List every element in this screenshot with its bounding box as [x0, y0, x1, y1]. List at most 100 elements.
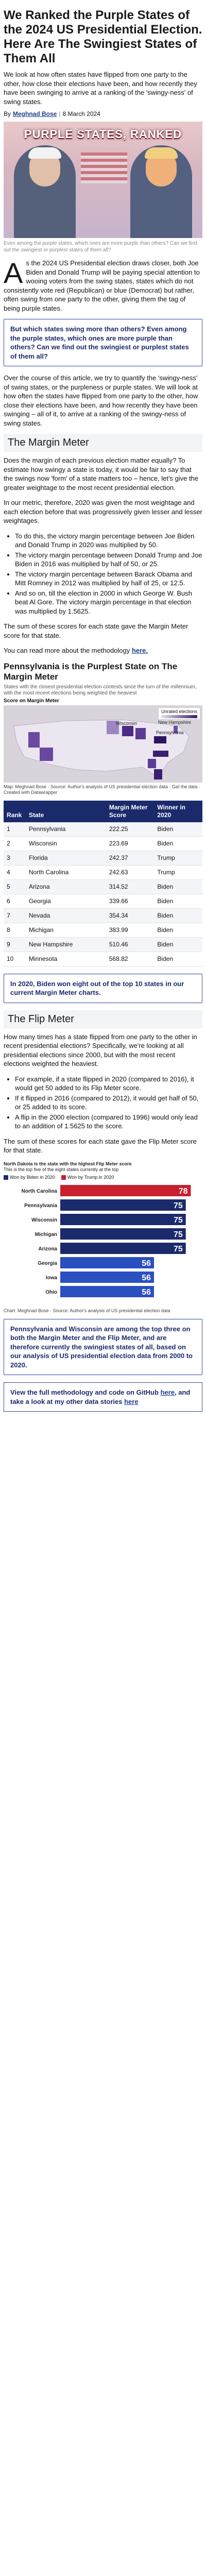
- callout-biden-text: In 2020, Biden won eight out of the top …: [10, 979, 184, 997]
- bar-label: Iowa: [46, 1275, 58, 1281]
- rank-cell: 2: [4, 836, 26, 851]
- legend-swatch-trump: [61, 1175, 66, 1180]
- state-cell: Florida: [25, 851, 106, 866]
- state-cell: Georgia: [25, 894, 106, 909]
- winner-cell: Trump: [154, 865, 202, 880]
- bar-value-label: 75: [174, 1230, 183, 1239]
- flip-meter-bullets: For example, if a state flipped in 2020 …: [15, 1075, 202, 1131]
- closing-text: View the full methodology and code on Gi…: [10, 1388, 196, 1406]
- bar-label: North Carolina: [22, 1189, 58, 1194]
- margin-score-header: Margin Meter Score: [106, 800, 154, 822]
- us-map-svg: Wisconsin Pennsylvania New Hampshire: [13, 719, 191, 779]
- us-map: Wisconsin Pennsylvania New Hampshire Unr…: [4, 705, 202, 783]
- winner-cell: Biden: [154, 879, 202, 894]
- winner-header: Winner in 2020: [154, 800, 202, 822]
- rank-cell: 5: [4, 879, 26, 894]
- methodology-link[interactable]: here.: [131, 647, 148, 654]
- map-label-pennsylvania: Pennsylvania: [156, 730, 184, 735]
- byline-separator: |: [59, 110, 61, 117]
- bar-label: Ohio: [45, 1290, 57, 1295]
- map-state-minnesota: [107, 720, 119, 734]
- methodology-text: You can read more about the methodology: [4, 647, 130, 654]
- github-link[interactable]: here: [160, 1388, 175, 1397]
- article-title: We Ranked the Purple States of the 2024 …: [4, 8, 202, 65]
- map-legend-gradient: [161, 715, 197, 718]
- map-subtitle: States with the closest presidential ele…: [4, 684, 197, 696]
- closing-rest: , and take a look at my other data stori…: [10, 1388, 191, 1405]
- map-state-wisconsin: [122, 725, 133, 736]
- candidate-left-hair: [28, 147, 61, 159]
- bar-label: Wisconsin: [31, 1217, 57, 1223]
- chart-source-note: Chart: Meghnad Bose · Source: Author's a…: [4, 1308, 170, 1313]
- publish-date: 8 March 2024: [62, 110, 100, 117]
- candidate-right-hair: [145, 147, 178, 159]
- map-state-nevada: [28, 732, 40, 748]
- overview-paragraph: Over the course of this article, we try …: [4, 374, 198, 427]
- state-header: State: [25, 800, 106, 822]
- list-item: And so on, till the election in 2000 in …: [15, 589, 202, 616]
- flag-graphic: [81, 152, 127, 183]
- article-page: We Ranked the Purple States of the 2024 …: [0, 0, 206, 1427]
- map-state-michigan: [135, 727, 146, 739]
- callout-biden: In 2020, Biden won eight out of the top …: [4, 973, 202, 1003]
- score-cell: 223.69: [106, 836, 154, 851]
- list-item: For example, if a state flipped in 2020 …: [15, 1075, 202, 1093]
- flip-meter-para-2: The sum of these scores for each state g…: [4, 1137, 197, 1155]
- byline: By Meghnad Bose | 8 March 2024: [4, 110, 202, 117]
- methodology-paragraph: You can read more about the methodology …: [4, 646, 202, 655]
- article-lede: We look at how often states have flipped…: [4, 71, 197, 106]
- margin-meter-para-2: In our metric, therefore, 2020 was given…: [4, 499, 202, 524]
- intro-text: s the 2024 US Presidential election draw…: [4, 259, 200, 312]
- winner-cell: Biden: [154, 908, 202, 923]
- bar: [60, 1242, 186, 1254]
- hero-banner-text: PURPLE STATES, RANKED: [24, 128, 182, 141]
- map-state-new-hampshire: [174, 725, 178, 733]
- score-cell: 383.99: [106, 923, 154, 938]
- winner-cell: Biden: [154, 923, 202, 938]
- bar-value-label: 78: [179, 1187, 188, 1196]
- table-row: 5 Arizona 314.52 Biden: [4, 879, 202, 894]
- rank-table-header-row: Rank State Margin Meter Score Winner in …: [4, 800, 202, 822]
- author-link[interactable]: Meghnad Bose: [13, 110, 57, 117]
- bar: [60, 1285, 154, 1297]
- map-label-new-hampshire: New Hampshire: [158, 720, 191, 725]
- closing-box: View the full methodology and code on Gi…: [4, 1382, 202, 1412]
- bar-value-label: 56: [142, 1259, 151, 1268]
- table-row: 3 Florida 242.37 Trump: [4, 851, 202, 866]
- rank-cell: 1: [4, 822, 26, 837]
- map-label-wisconsin: Wisconsin: [116, 721, 137, 726]
- rank-cell: 9: [4, 937, 26, 952]
- other-stories-link[interactable]: here: [124, 1397, 139, 1405]
- rank-cell: 6: [4, 894, 26, 909]
- state-cell: North Carolina: [25, 865, 106, 880]
- state-cell: Nevada: [25, 908, 106, 923]
- rank-cell: 8: [4, 923, 26, 938]
- flip-chart-figure: North Dakota is the state with the highe…: [4, 1161, 202, 1314]
- byline-prefix: By: [4, 110, 11, 117]
- list-item: To do this, the victory margin percentag…: [15, 532, 202, 550]
- score-cell: 242.37: [106, 851, 154, 866]
- table-row: 4 North Carolina 242.63 Trump: [4, 865, 202, 880]
- list-item: The victory margin percentage between Do…: [15, 551, 202, 569]
- map-legend-label: Unrated elections: [161, 708, 197, 714]
- map-state-pennsylvania: [154, 736, 166, 743]
- winner-cell: Biden: [154, 894, 202, 909]
- rank-cell: 7: [4, 908, 26, 923]
- margin-meter-para-3: The sum of these scores for each state g…: [4, 622, 188, 639]
- candidate-left-figure: [14, 145, 76, 238]
- callout-question-text: But which states swing more than others?…: [10, 325, 189, 360]
- map-score-label: Score on Margin Meter: [4, 698, 59, 704]
- candidate-right-figure: [130, 145, 192, 238]
- callout-conclusion: Pennsylvania and Wisconsin are among the…: [4, 1318, 202, 1376]
- bar: [60, 1184, 191, 1196]
- score-cell: 568.82: [106, 952, 154, 967]
- table-row: 7 Nevada 354.34 Biden: [4, 908, 202, 923]
- bar-label: Michigan: [35, 1232, 57, 1238]
- state-cell: New Hampshire: [25, 937, 106, 952]
- rank-cell: 10: [4, 952, 26, 967]
- table-row: 9 New Hampshire 510.46 Biden: [4, 937, 202, 952]
- map-state-georgia: [148, 758, 156, 768]
- closing-lead: View the full methodology and code on Gi…: [10, 1388, 159, 1397]
- bar-value-label: 56: [142, 1274, 151, 1282]
